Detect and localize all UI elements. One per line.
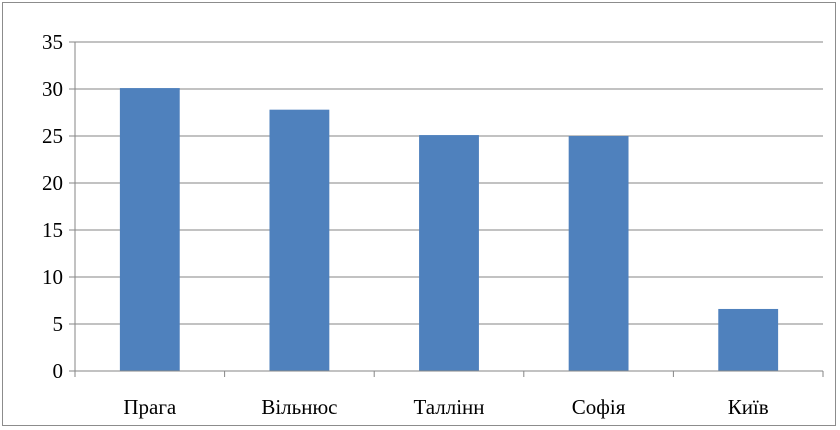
y-tick-label: 20 — [42, 171, 63, 195]
bar-5 — [718, 308, 779, 371]
bar-1 — [119, 88, 180, 371]
y-tick-label: 5 — [53, 312, 64, 336]
y-tick-labels: 0 5 10 15 20 25 30 35 — [42, 30, 63, 383]
bar-2 — [269, 109, 330, 372]
bars — [119, 88, 779, 372]
x-category-label: Таллінн — [413, 395, 484, 419]
y-tick-label: 35 — [42, 30, 63, 54]
axes — [69, 41, 824, 377]
bar-3 — [419, 135, 479, 371]
x-category-label: Софія — [572, 395, 626, 419]
bar-4 — [568, 136, 629, 371]
x-category-label: Київ — [728, 395, 769, 419]
y-tick-label: 0 — [53, 359, 64, 383]
y-tick-label: 15 — [42, 218, 63, 242]
y-tick-label: 30 — [42, 77, 63, 101]
y-tick-label: 10 — [42, 265, 63, 289]
x-category-label: Вільнюс — [261, 395, 337, 419]
x-category-labels: Прага Вільнюс Таллінн Софія Київ — [123, 395, 768, 419]
y-tick-label: 25 — [42, 124, 63, 148]
x-category-label: Прага — [123, 395, 177, 419]
